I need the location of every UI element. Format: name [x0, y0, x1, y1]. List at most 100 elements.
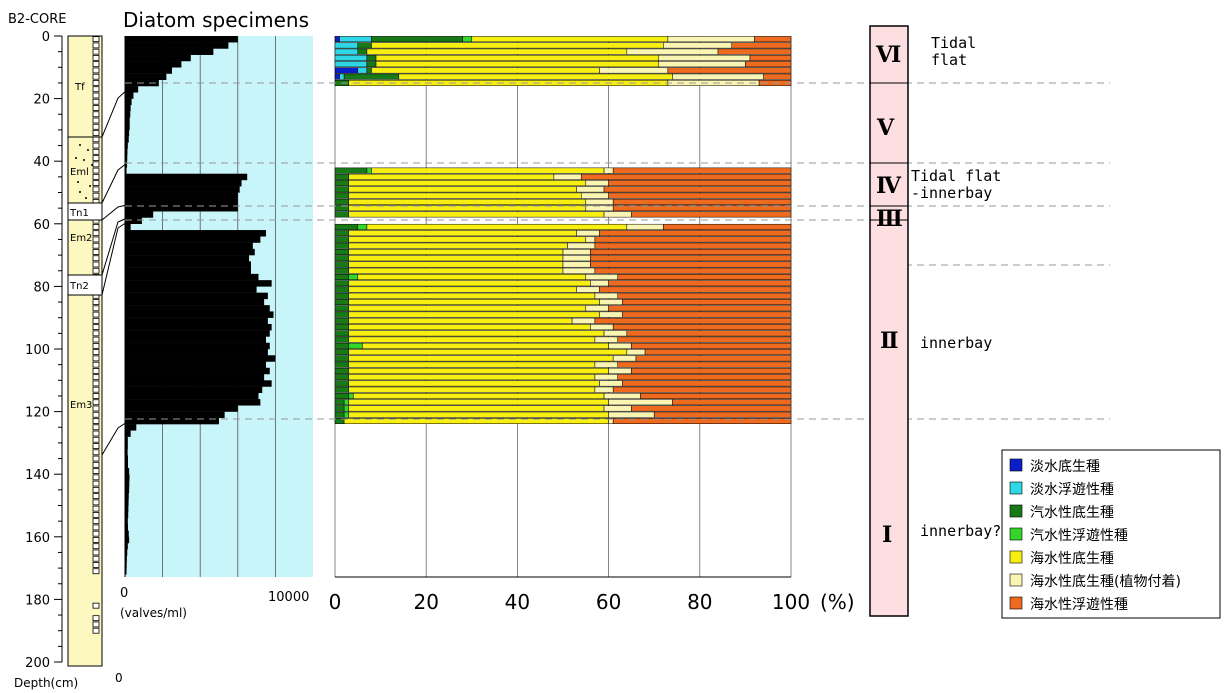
sample-marker: [92, 299, 100, 305]
percent-bar-segment: [334, 380, 349, 387]
percent-bar-segment: [348, 336, 596, 343]
sample-marker: [92, 486, 100, 493]
specimen-bar: [125, 349, 268, 356]
sample-marker: [92, 543, 100, 550]
percent-bar-segment: [590, 280, 609, 287]
percent-bar-segment: [343, 405, 349, 412]
percent-bar-segment: [357, 67, 368, 74]
specimen-bar: [125, 148, 128, 156]
legend-label: 海水性底生種: [1030, 551, 1114, 567]
sample-marker: [92, 380, 100, 387]
percent-bar-segment: [334, 386, 349, 393]
specimen-bar: [125, 292, 268, 300]
percent-bar-segment: [590, 255, 792, 262]
specimen-bar: [125, 179, 242, 187]
sample-marker: [92, 305, 100, 312]
legend-label: 汽水性浮遊性種: [1030, 528, 1128, 544]
percent-bar-segment: [334, 173, 349, 180]
sample-marker: [92, 148, 100, 155]
percent-bar-segment: [631, 342, 792, 349]
percent-bar-segment: [366, 54, 377, 61]
percent-bar-segment: [366, 167, 372, 174]
percent-tick-label: 80: [687, 590, 712, 614]
sample-marker: [92, 98, 100, 105]
percent-bar-segment: [334, 223, 359, 230]
sample-marker: [92, 80, 100, 86]
percent-tick-label: 20: [413, 590, 438, 614]
sample-marker: [92, 493, 100, 500]
specimen-bar: [125, 42, 229, 49]
specimen-bar: [125, 273, 259, 281]
zone-boundaries: [125, 82, 1110, 420]
percent-bar-segment: [626, 223, 664, 230]
percent-bar-segment: [348, 274, 359, 280]
percent-bar-segment: [717, 48, 792, 55]
specimen-bar: [125, 73, 167, 81]
zone-roman-4: Ⅳ: [876, 173, 902, 199]
percent-bar-segment: [348, 324, 591, 331]
percent-bar-segment: [375, 61, 660, 68]
sample-marker: [92, 468, 100, 474]
sample-marker: [92, 186, 100, 193]
sand-dot: [79, 191, 81, 193]
legend-label: 淡水浮遊性種: [1030, 482, 1114, 498]
percent-bar-segment: [594, 386, 614, 393]
percent-bar-segment: [617, 336, 792, 343]
sample-marker: [92, 117, 100, 124]
percent-bar-segment: [334, 317, 349, 324]
specimen-bar: [125, 367, 270, 375]
percent-bar-segment: [594, 336, 618, 343]
specimen-bar: [125, 104, 131, 112]
sample-marker: [92, 621, 100, 628]
depth-axis: 0 20 40 60 80 100 120 140 160 180 200: [25, 30, 63, 671]
percent-bar-segment: [608, 192, 792, 199]
specimen-bar: [125, 86, 139, 93]
specimen-bar: [125, 242, 253, 250]
specimen-bar: [125, 392, 259, 400]
lith-label-tf: Tf: [74, 82, 85, 93]
sample-marker: [92, 562, 100, 568]
percent-bar-segment: [348, 173, 555, 180]
percent-bar-segment: [580, 173, 792, 180]
percent-bar-segment: [612, 198, 792, 205]
specimen-bar: [125, 223, 131, 231]
percent-bar-segment: [348, 299, 600, 306]
percent-bar-segment: [334, 211, 349, 218]
zone-column: Ⅵ Ⅴ Ⅳ Ⅲ Ⅱ Ⅰ: [869, 25, 909, 617]
specimen-bar: [125, 211, 154, 218]
sample-marker: [92, 249, 100, 255]
percent-bar-segment: [348, 267, 564, 274]
percent-bar-segment: [348, 399, 609, 406]
percent-bar-segment: [334, 342, 349, 349]
percent-bar-segment: [594, 267, 792, 274]
lith-label-em1: Eml: [70, 167, 89, 178]
zone-roman-6: Ⅵ: [875, 42, 901, 68]
percent-bar-segment: [334, 280, 349, 287]
specimen-bar: [125, 48, 214, 55]
sample-marker: [92, 92, 100, 99]
sample-marker: [92, 173, 100, 180]
legend-swatch: [1009, 596, 1023, 610]
sample-marker: [92, 267, 100, 274]
sample-marker: [92, 499, 100, 506]
percent-bar-segment: [348, 261, 564, 268]
depth-tick-label: 160: [25, 531, 50, 546]
specimen-bar: [125, 261, 251, 268]
specimen-bar: [125, 474, 130, 481]
specimen-bar: [125, 336, 266, 343]
percent-bar-segment: [352, 392, 605, 399]
percent-bar-segment: [348, 349, 628, 356]
legend-label: 海水性浮遊性種: [1030, 597, 1128, 613]
x-axis-origin: 0: [115, 671, 123, 685]
specimen-bar: [125, 499, 129, 506]
specimen-bar: [125, 486, 130, 494]
sample-marker: [92, 130, 100, 136]
legend-swatch: [1009, 527, 1023, 541]
sample-marker: [92, 436, 100, 443]
percent-bar-segment: [617, 292, 792, 299]
percent-bar-segment: [348, 230, 577, 237]
percent-bar-segment: [334, 374, 349, 381]
percent-bar-segment: [585, 198, 614, 205]
percent-bar-segment: [348, 411, 609, 418]
